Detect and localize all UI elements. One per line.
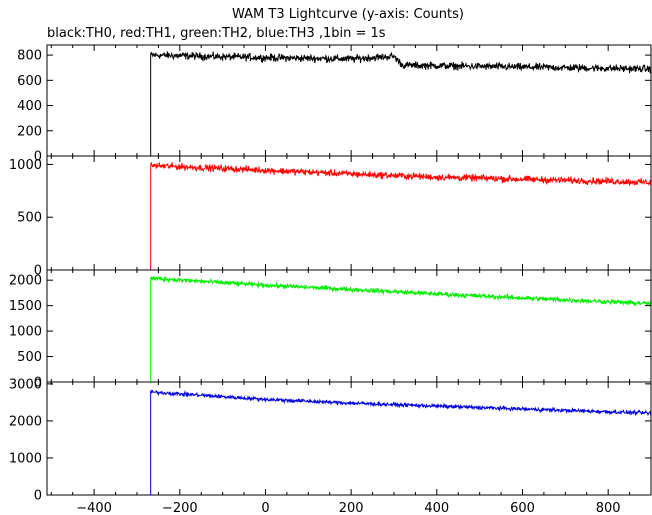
y-tick-label: 200 — [17, 124, 42, 139]
x-tick-label: 400 — [424, 501, 449, 515]
y-tick-label: 0 — [34, 376, 42, 391]
y-tick-label: 500 — [17, 211, 42, 226]
x-tick-label: 600 — [510, 501, 535, 515]
x-tick-label: 800 — [596, 501, 621, 515]
series-line-th0 — [47, 51, 651, 156]
panel-frame — [46, 269, 652, 383]
y-tick-label: 400 — [17, 99, 42, 114]
y-tick-label: 600 — [17, 74, 42, 89]
series-line-th3 — [47, 389, 651, 495]
chart-title: WAM T3 Lightcurve (y-axis: Counts) — [232, 7, 464, 22]
y-tick-label: 800 — [17, 49, 42, 64]
y-tick-label: 1500 — [9, 299, 42, 314]
x-tick-label: −400 — [76, 501, 112, 515]
y-tick-label: 3000 — [9, 377, 42, 392]
x-tick-label: 0 — [261, 501, 269, 515]
series-line-th2 — [47, 275, 651, 382]
chart-subtitle: black:TH0, red:TH1, green:TH2, blue:TH3 … — [47, 26, 386, 41]
y-tick-label: 500 — [17, 350, 42, 365]
x-tick-label: 200 — [339, 501, 364, 515]
series-line-th1 — [47, 162, 651, 270]
y-tick-label: 1000 — [9, 451, 42, 466]
panel-frame — [46, 44, 652, 157]
x-tick-label: −200 — [162, 501, 198, 515]
y-tick-label: 1000 — [9, 158, 42, 173]
panel-frame — [46, 381, 652, 496]
y-tick-label: 0 — [34, 150, 42, 165]
y-tick-label: 0 — [34, 489, 42, 504]
y-tick-label: 2000 — [9, 274, 42, 289]
y-tick-label: 1000 — [9, 325, 42, 340]
y-tick-label: 0 — [34, 264, 42, 279]
y-tick-label: 2000 — [9, 414, 42, 429]
